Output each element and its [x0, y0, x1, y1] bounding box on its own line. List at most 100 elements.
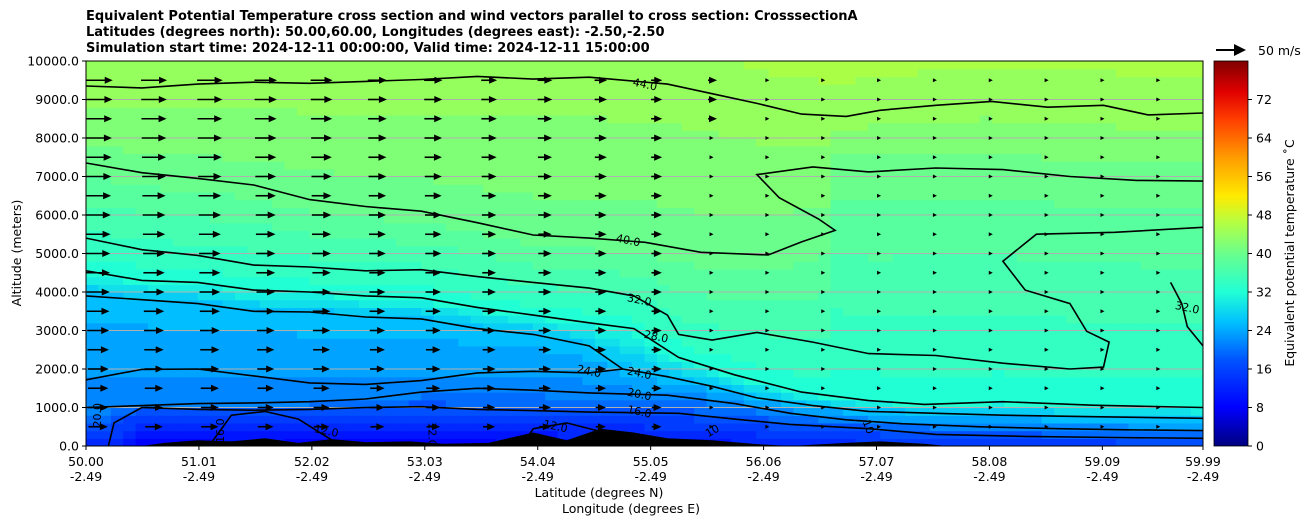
temperature-cell	[793, 184, 807, 193]
temperature-cell	[694, 184, 708, 193]
temperature-cell	[619, 361, 633, 370]
temperature-cell	[210, 245, 224, 255]
temperature-cell	[979, 161, 993, 170]
temperature-cell	[445, 230, 459, 239]
temperature-cell	[160, 330, 174, 339]
temperature-cell	[1066, 338, 1080, 347]
temperature-cell	[781, 438, 795, 446]
temperature-cell	[1029, 353, 1043, 362]
temperature-cell	[1029, 107, 1043, 116]
temperature-cell	[259, 238, 273, 247]
temperature-cell	[582, 230, 596, 239]
temperature-cell	[681, 407, 695, 416]
temperature-cell	[408, 91, 422, 101]
temperature-cell	[135, 191, 149, 201]
temperature-cell	[1140, 91, 1154, 101]
temperature-cell	[880, 114, 894, 124]
temperature-cell	[123, 415, 137, 424]
temperature-cell	[1078, 138, 1092, 147]
temperature-cell	[1165, 230, 1179, 239]
temperature-cell	[296, 299, 310, 308]
temperature-cell	[929, 315, 943, 324]
temperature-cell	[1016, 245, 1030, 255]
temperature-cell	[86, 68, 100, 77]
temperature-cell	[396, 276, 410, 285]
temperature-cell	[718, 307, 732, 316]
temperature-cell	[321, 253, 335, 262]
temperature-cell	[222, 215, 236, 224]
temperature-cell	[731, 361, 745, 370]
temperature-cell	[632, 315, 646, 324]
temperature-cell	[1041, 168, 1055, 178]
temperature-cell	[992, 284, 1006, 293]
temperature-cell	[408, 392, 422, 401]
temperature-cell	[123, 369, 137, 378]
temperature-cell	[557, 392, 571, 401]
temperature-cell	[458, 438, 472, 446]
temperature-cell	[967, 130, 981, 139]
temperature-cell	[743, 130, 757, 139]
wind-vector-head	[487, 423, 496, 431]
temperature-cell	[495, 253, 509, 262]
temperature-cell	[731, 107, 745, 116]
temperature-cell	[929, 245, 943, 255]
wind-vector-head	[543, 230, 552, 238]
temperature-cell	[929, 292, 943, 301]
temperature-cell	[520, 330, 534, 339]
wind-vector-head	[213, 192, 222, 200]
wind-vector-head	[709, 76, 718, 84]
temperature-cell	[507, 338, 521, 347]
temperature-cell	[470, 184, 484, 193]
temperature-cell	[954, 438, 968, 446]
temperature-cell	[470, 238, 484, 247]
temperature-cell	[718, 392, 732, 401]
temperature-cell	[967, 138, 981, 147]
temperature-cell	[942, 145, 956, 154]
temperature-cell	[284, 215, 298, 224]
temperature-cell	[793, 76, 807, 85]
temperature-cell	[905, 199, 919, 208]
temperature-cell	[979, 438, 993, 446]
temperature-cell	[979, 168, 993, 178]
temperature-cell	[160, 199, 174, 208]
temperature-cell	[172, 230, 186, 239]
temperature-cell	[830, 384, 844, 393]
temperature-cell	[929, 138, 943, 147]
contour-32	[1169, 282, 1203, 347]
temperature-cell	[148, 399, 162, 409]
temperature-cell	[855, 415, 869, 424]
temperature-cell	[756, 168, 770, 178]
temperature-cell	[172, 299, 186, 308]
temperature-cell	[967, 384, 981, 393]
temperature-cell	[470, 430, 484, 439]
temperature-cell	[1140, 415, 1154, 424]
temperature-cell	[793, 330, 807, 339]
temperature-cell	[855, 438, 869, 446]
temperature-cell	[160, 230, 174, 239]
temperature-cell	[222, 230, 236, 239]
temperature-cell	[843, 230, 857, 239]
temperature-cell	[334, 361, 348, 370]
temperature-cell	[967, 222, 981, 231]
temperature-cell	[160, 130, 174, 139]
temperature-cell	[148, 261, 162, 270]
temperature-cell	[396, 330, 410, 339]
temperature-cell	[272, 399, 286, 409]
temperature-cell	[408, 338, 422, 347]
temperature-cell	[892, 415, 906, 424]
temperature-cell	[632, 369, 646, 378]
temperature-cell	[148, 292, 162, 301]
temperature-cell	[321, 407, 335, 416]
temperature-cell	[1016, 268, 1030, 278]
temperature-cell	[867, 361, 881, 370]
temperature-cell	[718, 99, 732, 108]
temperature-cell	[396, 91, 410, 101]
temperature-cell	[98, 338, 112, 347]
wind-vector-head	[377, 288, 386, 296]
temperature-cell	[694, 315, 708, 324]
temperature-cell	[346, 345, 360, 355]
temperature-cell	[247, 184, 261, 193]
temperature-cell	[185, 245, 199, 255]
temperature-cell	[433, 330, 447, 339]
temperature-cell	[1091, 168, 1105, 178]
